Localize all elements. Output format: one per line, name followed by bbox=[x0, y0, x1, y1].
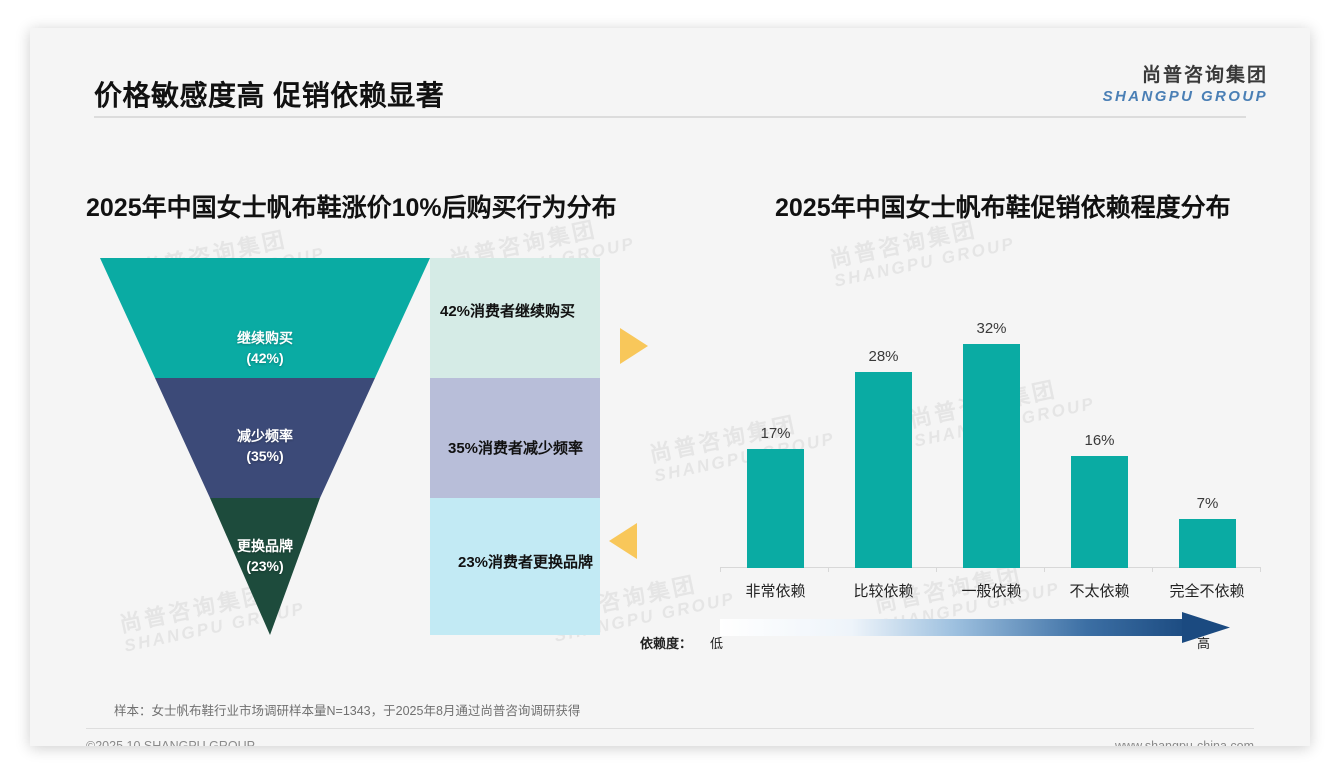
logo-english-text: SHANGPU GROUP bbox=[1102, 87, 1268, 105]
funnel-band-1-label: 42%消费者继续购买 bbox=[440, 303, 576, 320]
bar-2[interactable] bbox=[963, 344, 1020, 568]
dependency-legend-high: 高 bbox=[1197, 636, 1211, 651]
axis-tick bbox=[936, 567, 937, 572]
bar-value-1: 28% bbox=[868, 348, 899, 365]
slide-canvas: 价格敏感度高 促销依赖显著 尚普咨询集团 SHANGPU GROUP 尚普咨询集… bbox=[30, 28, 1310, 746]
axis-tick bbox=[828, 567, 829, 572]
header-divider bbox=[94, 116, 1246, 118]
bar-category-1: 比较依赖 bbox=[853, 583, 914, 600]
bar-category-2: 一般依赖 bbox=[961, 583, 1022, 600]
bar-value-3: 16% bbox=[1084, 432, 1115, 449]
bar-category-0: 非常依赖 bbox=[745, 583, 806, 600]
bar-4[interactable] bbox=[1179, 519, 1236, 568]
logo-chinese-text: 尚普咨询集团 bbox=[1141, 65, 1268, 86]
bar-1[interactable] bbox=[855, 372, 912, 568]
bar-0[interactable] bbox=[747, 449, 804, 568]
bar-3[interactable] bbox=[1071, 456, 1128, 568]
sample-footnote: 样本：女士帆布鞋行业市场调研样本量N=1343，于2025年8月通过尚普咨询调研… bbox=[114, 704, 581, 718]
funnel-band-3-label: 23%消费者更换品牌 bbox=[458, 554, 594, 571]
axis-tick bbox=[1260, 567, 1261, 572]
dependency-gradient-arrow bbox=[720, 612, 1230, 643]
bar-value-0: 17% bbox=[760, 425, 791, 442]
watermark: 尚普咨询集团 SHANGPU GROUP bbox=[137, 226, 328, 302]
axis-tick bbox=[1152, 567, 1153, 572]
left-arrow-marker bbox=[609, 523, 637, 559]
brand-logo: 尚普咨询集团 SHANGPU GROUP bbox=[1103, 64, 1268, 106]
website-link[interactable]: www.shangpu-china.com bbox=[1115, 739, 1254, 746]
footer-divider bbox=[86, 728, 1254, 729]
right-chart-title: 2025年中国女士帆布鞋促销依赖程度分布 bbox=[775, 194, 1231, 222]
axis-tick bbox=[1044, 567, 1045, 572]
dependency-legend-caption: 依赖度： bbox=[640, 636, 693, 651]
bar-category-3: 不太依赖 bbox=[1069, 583, 1130, 600]
funnel-tier-2-label: 减少频率 (35%) bbox=[237, 428, 293, 465]
left-chart-title: 2025年中国女士帆布鞋涨价10%后购买行为分布 bbox=[86, 194, 617, 222]
bar-category-4: 完全不依赖 bbox=[1169, 583, 1245, 600]
page-title: 价格敏感度高 促销依赖显著 bbox=[94, 80, 445, 111]
bar-value-4: 7% bbox=[1196, 495, 1219, 512]
bar-chart: 17% 28% 32% 16% 7% bbox=[720, 278, 1261, 572]
right-arrow-marker bbox=[620, 328, 648, 364]
funnel-tier-1-label: 继续购买 (42%) bbox=[237, 330, 293, 367]
axis-tick bbox=[720, 567, 721, 572]
watermark: 尚普咨询集团 SHANGPU GROUP bbox=[117, 581, 308, 657]
bar-value-2: 32% bbox=[976, 320, 1007, 337]
funnel-band-2-label: 35%消费者减少频率 bbox=[448, 440, 584, 457]
copyright-text: ©2025.10 SHANGPU GROUP bbox=[86, 739, 255, 746]
funnel-tier-3-label: 更换品牌 (23%) bbox=[237, 538, 293, 575]
dependency-legend-low: 低 bbox=[710, 636, 724, 651]
